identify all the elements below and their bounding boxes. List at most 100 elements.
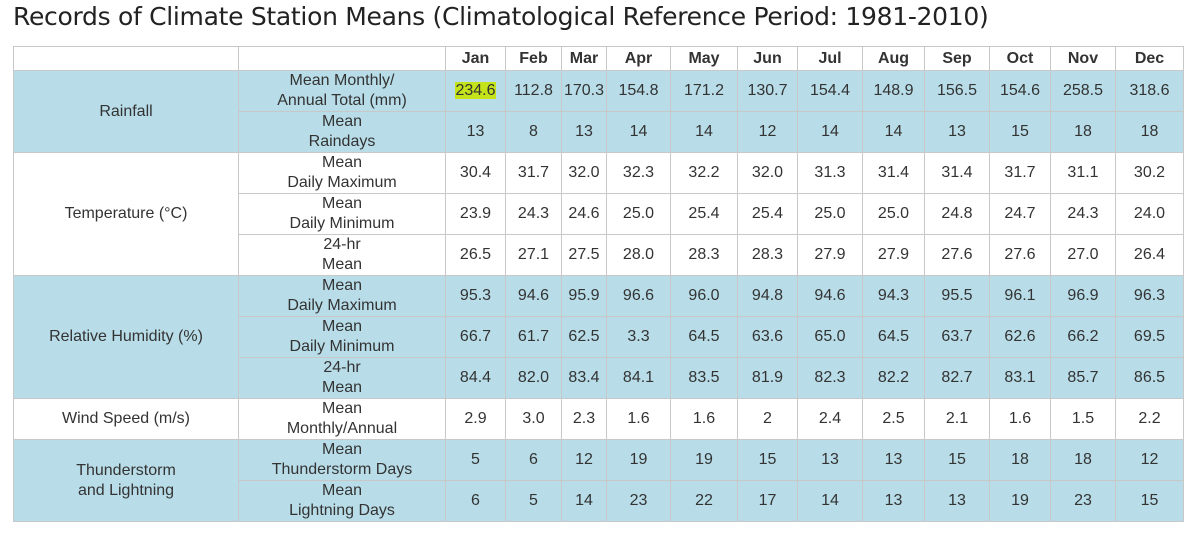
value-cell: 95.5: [924, 275, 990, 317]
header-row: Jan Feb Mar Apr May Jun Jul Aug Sep Oct Nov Dec: [13, 46, 1184, 71]
value-text: 12: [758, 123, 777, 140]
value-cell: 86.5: [1115, 357, 1184, 399]
value-cell: 25.4: [737, 193, 798, 235]
value-cell: 154.6: [989, 70, 1051, 112]
value-text: 12: [1140, 451, 1159, 468]
value-cell: 65.0: [797, 316, 863, 358]
value-text: 26.5: [459, 246, 492, 263]
value-text: 96.1: [1004, 287, 1036, 304]
value-cell: 64.5: [862, 316, 925, 358]
value-text: 17: [758, 492, 777, 509]
corner: [13, 46, 239, 71]
value-text: 234.6: [455, 82, 496, 99]
value-text: 15: [1011, 123, 1029, 140]
table-row: Thunderstorm and Lightning Mean Thunderst…: [13, 439, 1184, 522]
column-header: Nov: [1050, 46, 1116, 71]
value-cell: 12: [561, 439, 607, 481]
value-text: 94.6: [814, 287, 846, 304]
value-text: 18: [1074, 451, 1092, 468]
value-cell: 24.8: [924, 193, 990, 235]
value-text: 14: [821, 123, 839, 140]
value-cell: 18: [1115, 111, 1184, 153]
value-text: 27.6: [1004, 246, 1036, 263]
corner: [238, 46, 446, 71]
value-cell: 2.2: [1115, 398, 1184, 440]
value-text: 14: [575, 492, 593, 509]
value-cell: 96.9: [1050, 275, 1116, 317]
value-cell: 84.1: [606, 357, 671, 399]
value-text: 66.7: [459, 328, 492, 345]
value-cell: 26.5: [445, 234, 506, 276]
value-cell: 2.5: [862, 398, 925, 440]
value-cell: 28.3: [670, 234, 738, 276]
value-cell: 30.2: [1115, 152, 1184, 194]
group-label: Relative Humidity (%): [13, 275, 239, 399]
value-text: 95.3: [459, 287, 492, 304]
value-text: 30.4: [459, 164, 492, 181]
value-cell: 94.3: [862, 275, 925, 317]
value-cell: 15: [737, 439, 798, 481]
value-cell: 22: [670, 480, 738, 522]
value-text: 32.2: [688, 164, 720, 181]
value-cell: 64.5: [670, 316, 738, 358]
value-text: 2: [763, 410, 772, 427]
value-cell: 2.3: [561, 398, 607, 440]
value-text: 13: [466, 123, 485, 140]
value-cell: 94.6: [797, 275, 863, 317]
value-cell: 13: [561, 111, 607, 153]
value-cell: 112.8: [505, 70, 562, 112]
value-text: 24.3: [1067, 205, 1099, 222]
value-cell: 2.9: [445, 398, 506, 440]
value-cell: 171.2: [670, 70, 738, 112]
value-text: 81.9: [751, 369, 784, 386]
value-text: 96.6: [622, 287, 655, 304]
value-text: 15: [948, 451, 966, 468]
value-cell: 27.6: [989, 234, 1051, 276]
value-cell: 1.6: [989, 398, 1051, 440]
value-cell: 18: [1050, 111, 1116, 153]
value-cell: 96.6: [606, 275, 671, 317]
column-header: Jun: [737, 46, 798, 71]
value-cell: 17: [737, 480, 798, 522]
value-cell: 27.6: [924, 234, 990, 276]
value-text: 25.4: [688, 205, 720, 222]
table-row: Mean Raindays 13 8 13 14 14 12 14 14 13 15 18 18: [14, 111, 1184, 153]
value-text: 2.3: [572, 410, 596, 427]
value-text: 23.9: [459, 205, 492, 222]
value-cell: 62.6: [989, 316, 1051, 358]
value-text: 13: [884, 492, 903, 509]
value-cell: 95.3: [445, 275, 506, 317]
value-cell: 24.3: [505, 193, 562, 235]
row-label: Mean Monthly/Annual: [238, 398, 446, 440]
value-cell: 154.8: [606, 70, 671, 112]
value-cell: 32.2: [670, 152, 738, 194]
value-text: 28.0: [622, 246, 655, 263]
value-cell: 84.4: [445, 357, 506, 399]
column-header: May: [670, 46, 738, 71]
value-cell: 23: [1050, 480, 1116, 522]
table-row: Mean Daily Minimum 66.7 61.7 62.5 3.3 64.5 63.…: [14, 316, 1184, 358]
value-text: 3.0: [522, 410, 545, 427]
row-label: 24-hr Mean: [238, 357, 446, 399]
group-label: Temperature (°C): [13, 152, 239, 276]
value-text: 28.3: [751, 246, 784, 263]
value-cell: 25.0: [797, 193, 863, 235]
climate-table: Jan Feb Mar Apr May Jun Jul Aug Sep Oct Nov Dec Rai…: [13, 46, 1184, 522]
value-text: 258.5: [1062, 82, 1104, 99]
value-cell: 27.9: [797, 234, 863, 276]
value-text: 130.7: [747, 82, 788, 99]
value-cell: 27.1: [505, 234, 562, 276]
value-cell: 96.3: [1115, 275, 1184, 317]
value-text: 63.6: [751, 328, 784, 345]
value-cell: 156.5: [924, 70, 990, 112]
value-cell: 19: [606, 439, 671, 481]
value-text: 19: [695, 451, 713, 468]
value-text: 27.6: [941, 246, 973, 263]
column-header: Dec: [1115, 46, 1184, 71]
value-cell: 31.3: [797, 152, 863, 194]
value-text: 83.1: [1004, 369, 1036, 386]
title: Records of Climate Station Means (Climat…: [13, 2, 989, 31]
value-text: 5: [529, 492, 538, 509]
value-text: 96.3: [1133, 287, 1166, 304]
